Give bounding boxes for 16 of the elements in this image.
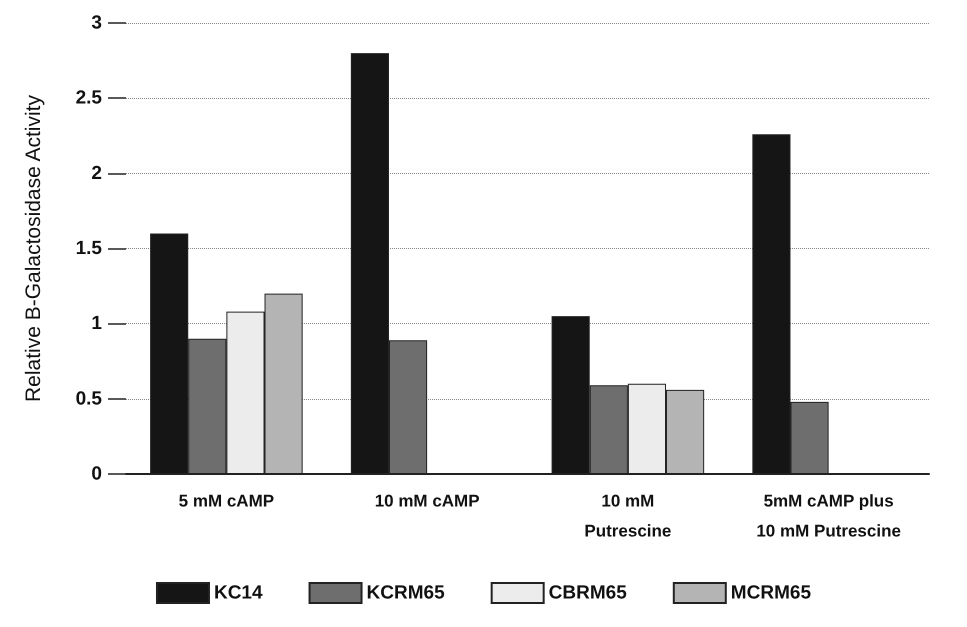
x-tick-label: 5mM cAMP plus 10 mM Putrescine xyxy=(756,492,901,540)
legend-label: CBRM65 xyxy=(548,582,628,604)
x-tick-label: 5 mM cAMP xyxy=(178,492,274,510)
y-tick-label: 0 xyxy=(91,464,102,484)
legend-label: MCRM65 xyxy=(730,582,812,604)
y-axis-title: Relative B-Galactosidase Activity xyxy=(22,94,45,402)
x-tick-label: 10 mM cAMP xyxy=(374,492,480,510)
y-tick-label: 0.5 xyxy=(76,388,102,410)
legend-label: KC14 xyxy=(214,582,263,604)
legend-label: KCRM65 xyxy=(366,582,446,604)
y-tick-label: 3 xyxy=(91,12,102,34)
y-tick-label: 2.5 xyxy=(76,88,102,109)
x-tick-label: 10 mM Putrescine xyxy=(584,492,672,540)
y-tick-label: 1.5 xyxy=(76,238,102,259)
y-tick-label: 2 xyxy=(91,162,102,184)
y-tick-label: 1 xyxy=(91,313,102,334)
